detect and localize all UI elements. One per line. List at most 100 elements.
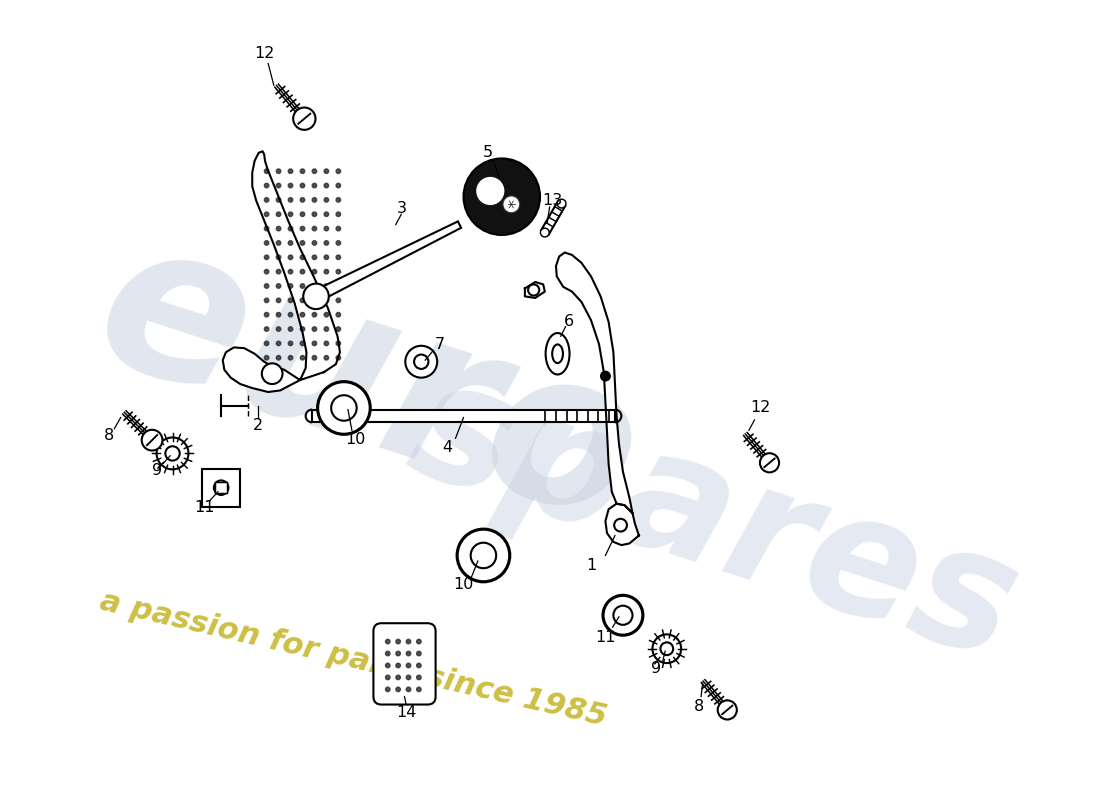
Circle shape xyxy=(276,212,280,217)
Circle shape xyxy=(528,285,539,295)
Circle shape xyxy=(717,700,737,719)
Text: 11: 11 xyxy=(195,500,214,515)
Circle shape xyxy=(406,639,410,644)
Circle shape xyxy=(312,298,317,302)
Circle shape xyxy=(288,355,293,360)
Circle shape xyxy=(312,198,317,202)
Polygon shape xyxy=(541,202,565,234)
Circle shape xyxy=(264,341,268,346)
Circle shape xyxy=(337,341,341,346)
Circle shape xyxy=(300,270,305,274)
Circle shape xyxy=(312,327,317,331)
Circle shape xyxy=(337,226,341,231)
Circle shape xyxy=(312,313,317,317)
Text: 11: 11 xyxy=(595,630,616,645)
Circle shape xyxy=(385,639,390,644)
Circle shape xyxy=(264,212,268,217)
Circle shape xyxy=(294,107,316,130)
Circle shape xyxy=(304,284,329,309)
Circle shape xyxy=(213,481,229,495)
Circle shape xyxy=(385,651,390,656)
Circle shape xyxy=(276,255,280,259)
Circle shape xyxy=(165,446,179,461)
Circle shape xyxy=(276,241,280,245)
Circle shape xyxy=(396,663,400,668)
Circle shape xyxy=(324,341,329,346)
Circle shape xyxy=(300,212,305,217)
Circle shape xyxy=(288,183,293,188)
Circle shape xyxy=(396,675,400,680)
Text: 14: 14 xyxy=(396,705,416,720)
Text: 7: 7 xyxy=(434,337,444,352)
Polygon shape xyxy=(556,253,632,514)
Text: 1: 1 xyxy=(586,558,596,574)
Circle shape xyxy=(406,663,410,668)
Text: 10: 10 xyxy=(345,432,366,447)
FancyBboxPatch shape xyxy=(373,623,436,705)
Circle shape xyxy=(300,313,305,317)
Text: 9: 9 xyxy=(152,462,162,478)
Circle shape xyxy=(337,183,341,188)
Circle shape xyxy=(337,212,341,217)
Circle shape xyxy=(406,687,410,692)
Circle shape xyxy=(276,313,280,317)
Circle shape xyxy=(300,327,305,331)
Circle shape xyxy=(288,298,293,302)
Circle shape xyxy=(417,639,421,644)
Text: 6: 6 xyxy=(563,314,574,330)
Text: 12: 12 xyxy=(750,401,770,415)
Circle shape xyxy=(318,382,371,434)
Circle shape xyxy=(312,255,317,259)
Circle shape xyxy=(276,284,280,288)
Polygon shape xyxy=(216,482,227,494)
Circle shape xyxy=(300,241,305,245)
Circle shape xyxy=(264,226,268,231)
Circle shape xyxy=(276,226,280,231)
Circle shape xyxy=(288,241,293,245)
Circle shape xyxy=(276,183,280,188)
Circle shape xyxy=(603,595,642,635)
Text: 4: 4 xyxy=(442,440,452,455)
Circle shape xyxy=(300,341,305,346)
Circle shape xyxy=(324,355,329,360)
Circle shape xyxy=(312,355,317,360)
Circle shape xyxy=(312,226,317,231)
Circle shape xyxy=(300,284,305,288)
Ellipse shape xyxy=(546,333,570,374)
Circle shape xyxy=(558,199,565,208)
Circle shape xyxy=(406,675,410,680)
Text: 12: 12 xyxy=(254,46,274,61)
Circle shape xyxy=(324,284,329,288)
Circle shape xyxy=(458,529,509,582)
Circle shape xyxy=(601,371,610,381)
Circle shape xyxy=(324,241,329,245)
Circle shape xyxy=(337,284,341,288)
Circle shape xyxy=(276,327,280,331)
Circle shape xyxy=(385,687,390,692)
Circle shape xyxy=(312,341,317,346)
Circle shape xyxy=(463,158,540,235)
Circle shape xyxy=(324,212,329,217)
Circle shape xyxy=(324,313,329,317)
Circle shape xyxy=(337,355,341,360)
Circle shape xyxy=(276,298,280,302)
Circle shape xyxy=(396,687,400,692)
Circle shape xyxy=(324,198,329,202)
Circle shape xyxy=(417,687,421,692)
Text: a passion for parts since 1985: a passion for parts since 1985 xyxy=(97,586,609,732)
Circle shape xyxy=(264,169,268,174)
Circle shape xyxy=(312,270,317,274)
Circle shape xyxy=(614,606,632,625)
Circle shape xyxy=(264,198,268,202)
Circle shape xyxy=(337,298,341,302)
Circle shape xyxy=(264,183,268,188)
Circle shape xyxy=(288,212,293,217)
Circle shape xyxy=(276,270,280,274)
Polygon shape xyxy=(525,282,544,298)
Circle shape xyxy=(156,438,188,470)
Circle shape xyxy=(264,355,268,360)
Circle shape xyxy=(324,169,329,174)
Circle shape xyxy=(288,169,293,174)
Circle shape xyxy=(300,169,305,174)
Circle shape xyxy=(288,226,293,231)
